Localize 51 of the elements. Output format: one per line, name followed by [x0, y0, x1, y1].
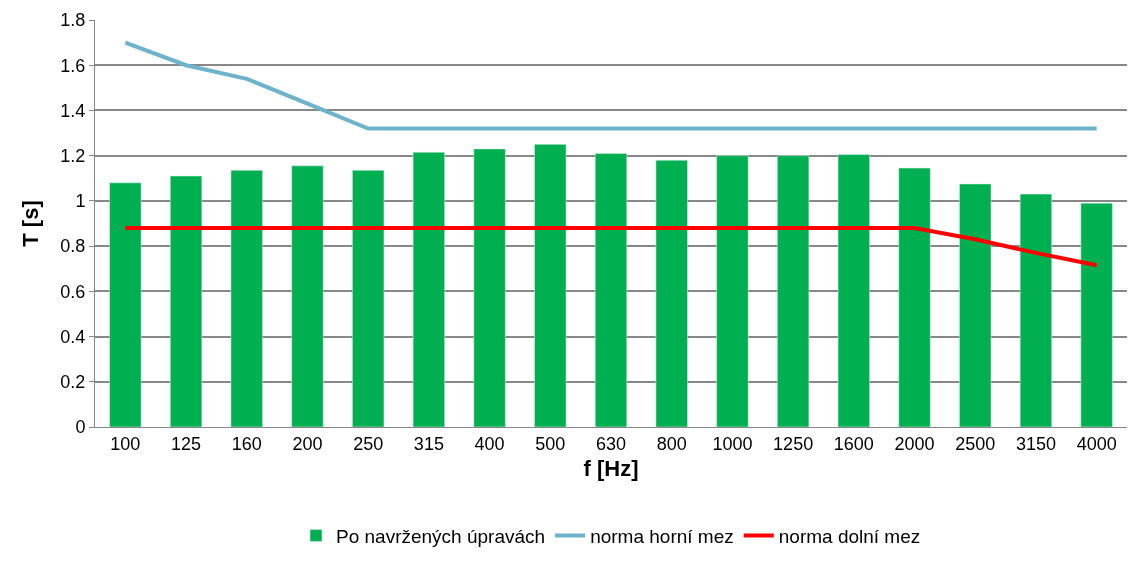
- bar: [777, 155, 810, 427]
- legend-label: norma dolní mez: [778, 525, 921, 547]
- legend-label: Po navržených úpravách: [336, 525, 546, 547]
- x-tick-label: 250: [353, 433, 384, 454]
- bar: [959, 183, 992, 427]
- y-tick-label: 1.2: [60, 145, 86, 166]
- y-tick-label: 1: [75, 191, 86, 212]
- y-tick-label: 1.4: [60, 100, 86, 121]
- x-tick-label: 400: [474, 433, 505, 454]
- y-tick-label: 0.2: [60, 372, 86, 393]
- y-tick-label: 0: [75, 417, 86, 438]
- x-axis-title: f [Hz]: [583, 456, 639, 482]
- legend-label: norma horní mez: [590, 525, 734, 547]
- x-tick-label: 2000: [894, 433, 935, 454]
- bar: [655, 159, 688, 427]
- y-tick-label: 0.8: [60, 236, 86, 257]
- y-tick-label: 1.8: [60, 10, 86, 31]
- bar: [837, 154, 870, 427]
- bar: [534, 144, 567, 427]
- y-axis-title: T [s]: [18, 200, 44, 247]
- line-series: [123, 226, 1099, 268]
- x-tick-label: 4000: [1076, 433, 1117, 454]
- line-series: [123, 40, 1099, 131]
- x-tick-label: 630: [595, 433, 627, 454]
- bar: [291, 165, 324, 427]
- x-tick-label: 100: [110, 433, 141, 454]
- x-tick-label: 200: [292, 433, 323, 454]
- bar: [594, 153, 628, 427]
- x-tick-label: 1600: [833, 433, 874, 454]
- x-tick-label: 160: [231, 433, 262, 454]
- bar: [473, 148, 506, 427]
- bar: [1019, 193, 1052, 427]
- bar: [230, 170, 263, 427]
- y-tick-label: 1.6: [60, 55, 86, 76]
- x-tick-label: 2500: [955, 433, 996, 454]
- bar: [352, 170, 385, 427]
- bar: [170, 175, 203, 427]
- x-tick-label: 1000: [712, 433, 753, 454]
- bar: [716, 155, 749, 427]
- bar: [412, 152, 445, 427]
- x-tick-label: 1250: [773, 433, 814, 454]
- bar: [109, 182, 142, 427]
- y-tick-label: 0.4: [60, 326, 86, 347]
- x-tick-label: 3150: [1015, 433, 1056, 454]
- x-tick-label: 800: [656, 433, 687, 454]
- y-tick-label: 0.6: [60, 281, 86, 302]
- bar: [898, 167, 931, 427]
- x-tick-label: 315: [413, 433, 444, 454]
- bar: [1080, 202, 1113, 427]
- x-tick-label: 500: [535, 433, 566, 454]
- x-tick-label: 125: [171, 433, 202, 454]
